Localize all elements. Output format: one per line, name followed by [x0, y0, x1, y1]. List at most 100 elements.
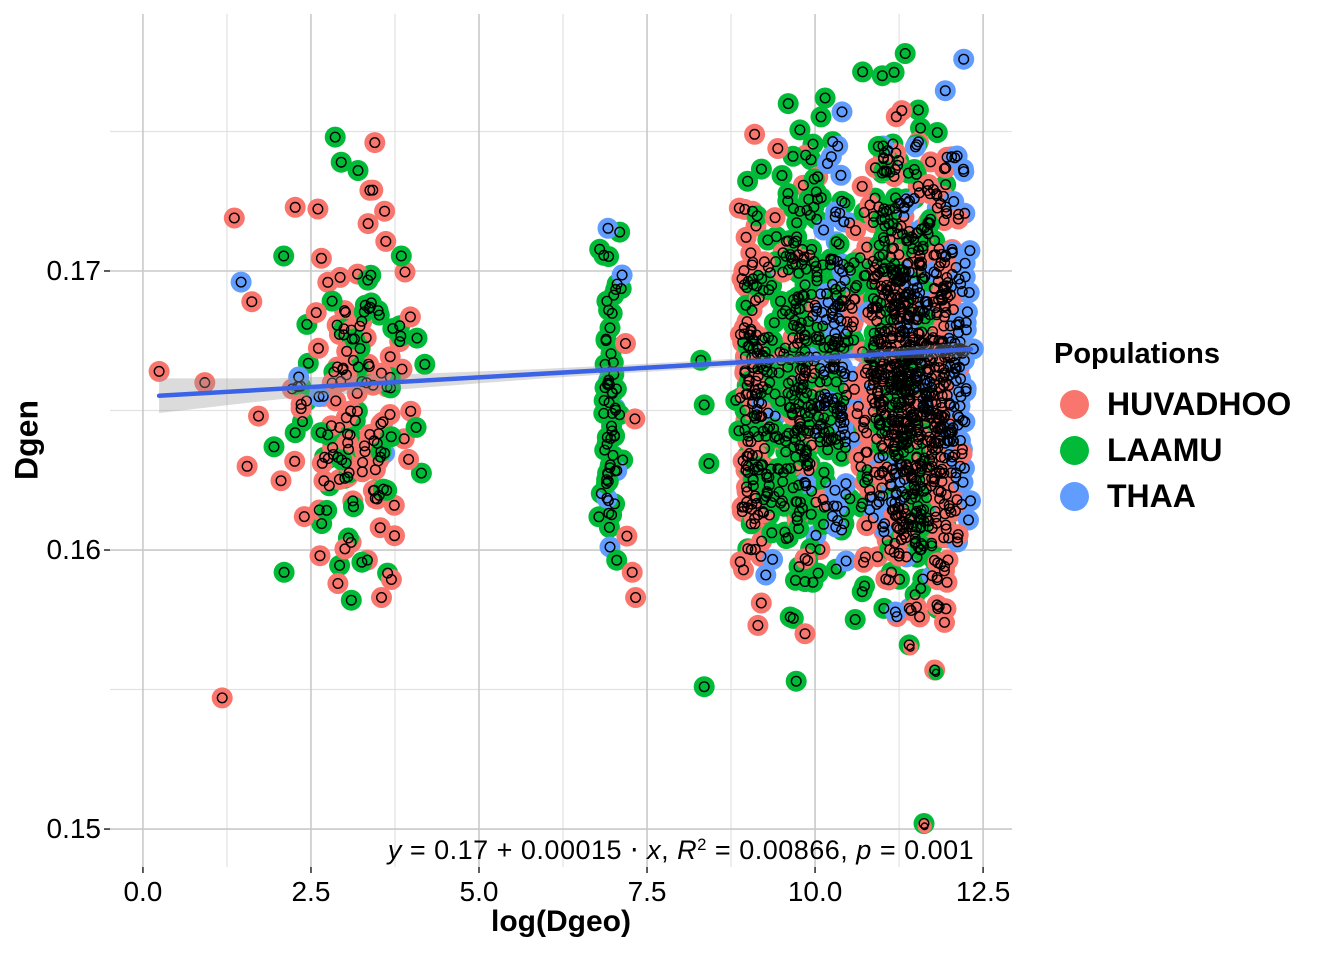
data-point-ring	[963, 514, 975, 526]
data-point-ring	[858, 206, 870, 218]
data-point-ring	[914, 611, 926, 623]
data-point-ring	[312, 203, 324, 215]
data-point-ring	[898, 297, 910, 309]
data-point	[777, 93, 799, 115]
data-point-ring	[365, 297, 377, 309]
annotation-segment: R	[677, 835, 698, 865]
data-point-ring	[333, 473, 345, 485]
data-point-ring	[878, 153, 890, 165]
data-point-ring	[881, 284, 893, 296]
data-point-ring	[766, 527, 778, 539]
data-point	[735, 226, 757, 248]
data-point-ring	[827, 393, 839, 405]
data-point-ring	[851, 280, 863, 292]
data-point-ring	[799, 476, 811, 488]
data-point-ring	[783, 402, 795, 414]
data-point-ring	[763, 509, 775, 521]
data-point-ring	[945, 467, 957, 479]
data-point	[794, 623, 816, 645]
data-point-ring	[848, 293, 860, 305]
data-point	[750, 158, 772, 180]
data-point	[625, 587, 647, 608]
data-point	[382, 318, 404, 339]
data-point	[375, 230, 397, 252]
data-point-ring	[884, 472, 896, 484]
data-point-ring	[298, 511, 310, 523]
data-point-ring	[877, 465, 889, 477]
data-point	[845, 220, 867, 241]
data-point	[767, 138, 789, 159]
data-point	[370, 362, 392, 384]
data-point-ring	[921, 492, 933, 504]
data-point-ring	[934, 429, 946, 441]
data-point-ring	[620, 338, 632, 350]
data-point-ring	[786, 409, 798, 421]
data-point	[346, 382, 368, 404]
data-point-ring	[297, 416, 309, 428]
data-point-ring	[606, 407, 618, 419]
data-point-ring	[951, 494, 963, 506]
data-point-ring	[807, 576, 819, 588]
data-point-ring	[602, 495, 614, 507]
data-point-ring	[341, 345, 353, 357]
data-point-ring	[786, 375, 798, 387]
data-point-ring	[892, 420, 904, 432]
data-point-ring	[926, 540, 938, 552]
data-point-ring	[803, 193, 815, 205]
data-point-ring	[747, 473, 759, 485]
data-point	[747, 614, 769, 636]
data-point-ring	[929, 664, 941, 676]
data-point-ring	[892, 228, 904, 240]
data-point-ring	[876, 70, 888, 82]
data-point-ring	[931, 574, 943, 586]
data-point-ring	[876, 427, 888, 439]
data-point-ring	[769, 212, 781, 224]
annotation-segment: y	[387, 835, 402, 865]
y-tick-label: 0.15	[46, 813, 102, 845]
data-point-ring	[799, 279, 811, 291]
data-point-ring	[750, 294, 762, 306]
data-point-ring	[798, 392, 810, 404]
data-point	[307, 198, 329, 220]
data-point-ring	[883, 435, 895, 447]
data-point-ring	[893, 364, 905, 376]
data-point-ring	[749, 518, 761, 530]
data-point-ring	[816, 306, 828, 318]
data-point-ring	[859, 477, 871, 489]
data-point	[263, 436, 285, 458]
data-point-ring	[742, 430, 754, 442]
data-point	[800, 149, 822, 171]
data-point-ring	[890, 397, 902, 409]
data-point	[851, 175, 873, 197]
data-point-ring	[777, 247, 789, 259]
data-point-ring	[875, 214, 887, 226]
data-point-ring	[780, 446, 792, 458]
legend-title: Populations	[1054, 338, 1220, 370]
data-point-ring	[782, 187, 794, 199]
data-point	[400, 400, 422, 422]
data-point-ring	[921, 224, 933, 236]
data-point-ring	[807, 138, 819, 150]
data-point-ring	[824, 259, 836, 271]
data-point-ring	[734, 392, 746, 404]
data-point-ring	[942, 554, 954, 566]
data-point-ring	[347, 495, 359, 507]
data-point-ring	[630, 592, 642, 604]
data-point-ring	[903, 602, 915, 614]
data-point	[616, 525, 638, 547]
data-point-ring	[837, 258, 849, 270]
data-point-ring	[790, 675, 802, 687]
data-point-ring	[275, 475, 287, 487]
data-point-ring	[752, 269, 764, 281]
data-point	[394, 261, 416, 283]
data-point-ring	[360, 332, 372, 344]
data-point-ring	[352, 164, 364, 176]
data-point-ring	[362, 274, 374, 286]
data-point-ring	[609, 498, 621, 510]
data-point	[789, 119, 811, 141]
data-point-ring	[302, 357, 314, 369]
data-point-ring	[932, 557, 944, 569]
data-point-ring	[936, 410, 948, 422]
data-point-ring	[872, 551, 884, 563]
data-point-ring	[741, 486, 753, 498]
